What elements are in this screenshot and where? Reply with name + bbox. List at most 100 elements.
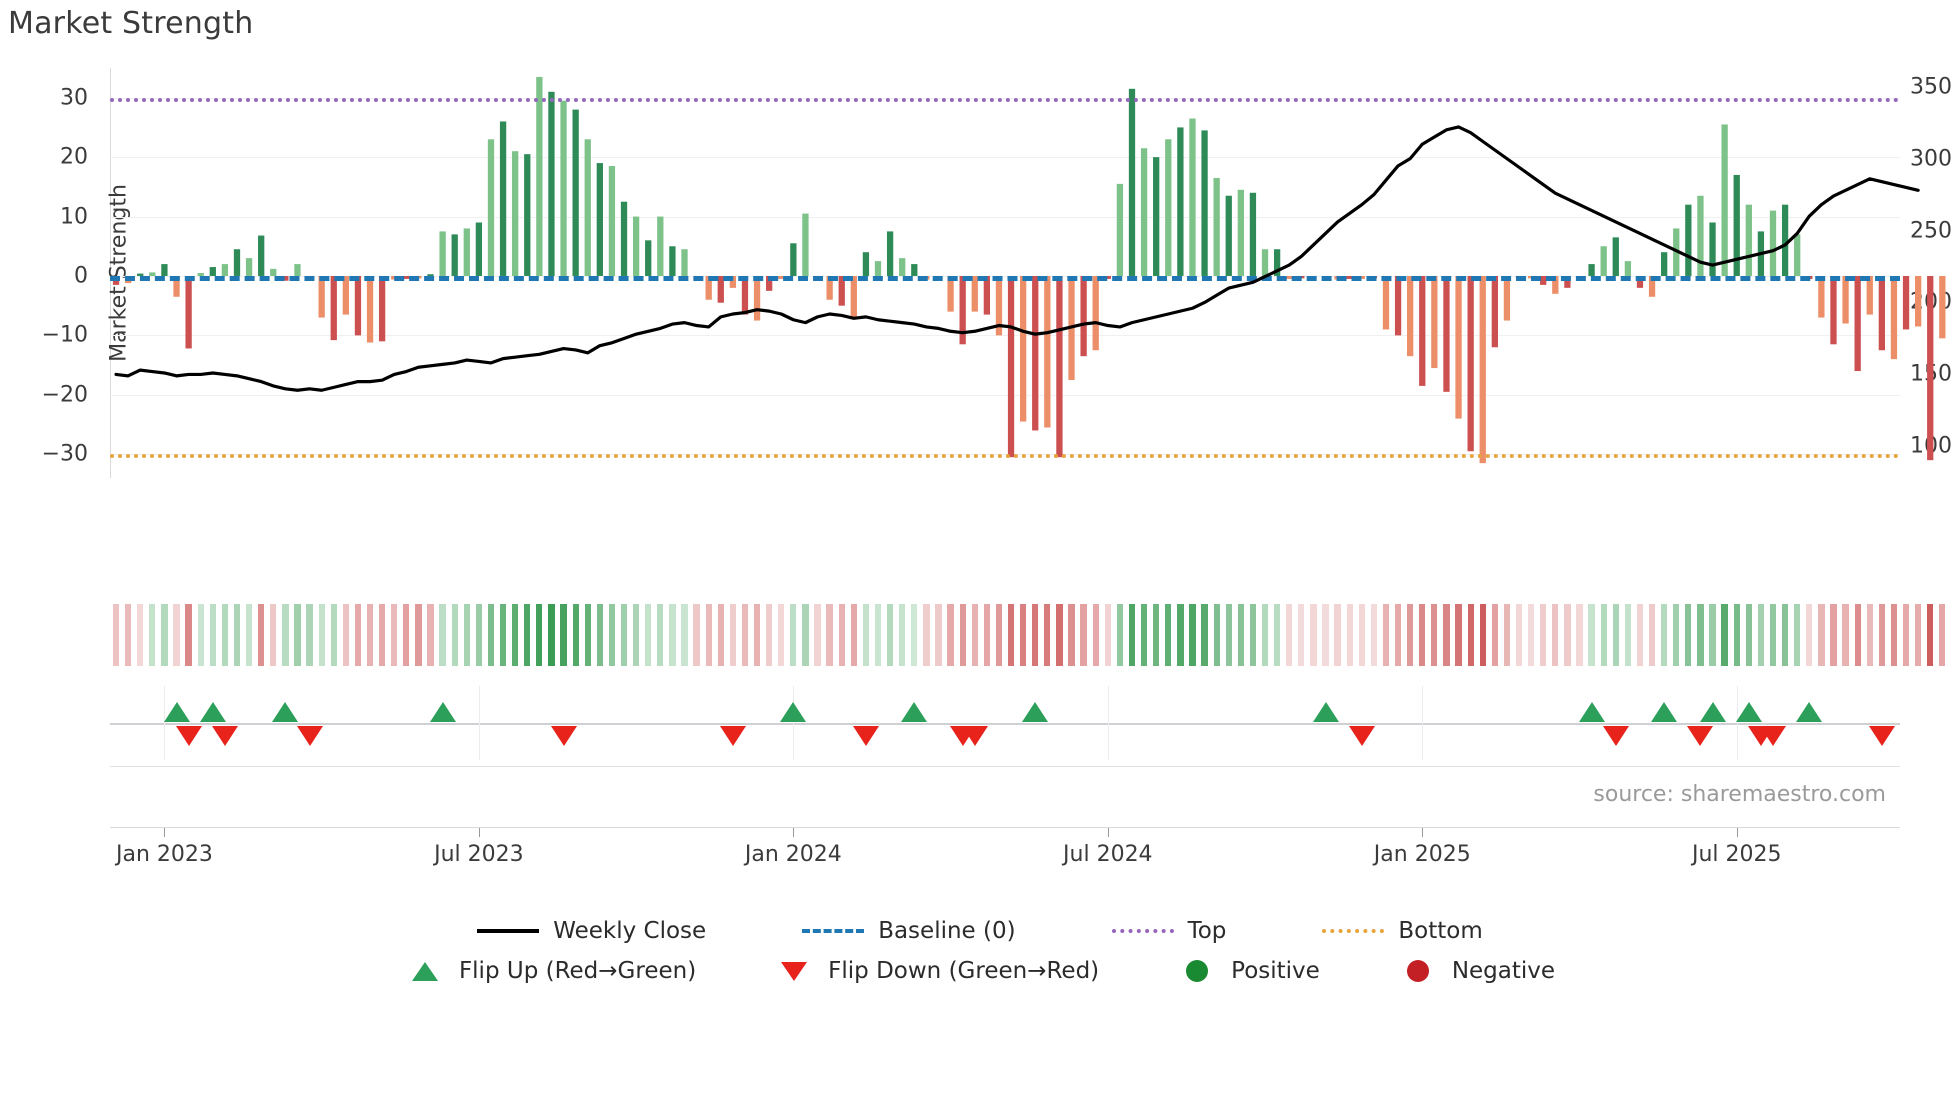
heatmap-cell — [1128, 604, 1136, 666]
x-axis-tick-mark — [1107, 828, 1109, 837]
strength-bar — [451, 234, 458, 276]
heatmap-cell — [1104, 604, 1111, 666]
x-axis: Jan 2023 Jul 2023 Jan 2024 Jul 2024 Jan 2025… — [110, 828, 1900, 878]
heatmap-cell — [1358, 604, 1365, 666]
strength-bar — [1273, 249, 1281, 276]
heatmap-cell — [1370, 604, 1378, 666]
strength-bar — [1624, 261, 1632, 276]
heatmap-cell — [439, 604, 446, 666]
strength-bar — [1927, 275, 1934, 461]
heatmap-cell — [536, 604, 543, 666]
flip-up-marker — [780, 702, 807, 722]
legend-item[interactable]: Flip Down (Green→Red) — [774, 958, 1099, 984]
strength-bar — [1153, 157, 1160, 276]
strength-bar — [1721, 124, 1728, 276]
strength-bar — [1056, 275, 1063, 458]
heatmap-cell — [342, 604, 349, 666]
heatmap-cell — [802, 604, 809, 666]
strength-bar — [1781, 204, 1789, 276]
heatmap-cell — [499, 604, 507, 666]
heatmap-cell — [1455, 604, 1462, 666]
legend-label: Flip Up (Red→Green) — [458, 958, 697, 984]
legend-item[interactable]: Bottom — [1322, 918, 1483, 944]
strength-bar — [1842, 275, 1849, 324]
heatmap-cell — [1286, 604, 1293, 666]
heatmap-cell — [1080, 604, 1087, 666]
flip-up-marker — [272, 702, 299, 722]
strength-bar — [584, 139, 591, 276]
strength-bar — [1116, 183, 1124, 276]
heatmap-cell — [1177, 604, 1184, 666]
flip-down-marker — [852, 726, 879, 746]
flip-down-marker — [211, 726, 238, 746]
legend-item[interactable]: Top — [1111, 918, 1226, 944]
legend-dashed-line-icon — [802, 920, 865, 942]
strength-bar — [572, 109, 579, 276]
strength-bar — [1455, 275, 1462, 419]
flip-markers-panel — [110, 686, 1900, 760]
legend-triangle-down-icon — [774, 960, 814, 982]
flip-up-marker — [1578, 702, 1605, 722]
legend-item[interactable]: Baseline (0) — [802, 918, 1016, 944]
heatmap-cell — [1237, 604, 1244, 666]
heatmap-cell — [669, 604, 676, 666]
strength-bar — [560, 100, 567, 276]
strength-bar — [1213, 177, 1220, 276]
y-axis-left-tick: −30 — [41, 441, 88, 467]
reference-line-top — [110, 97, 1900, 102]
heatmap-cell — [1685, 604, 1692, 666]
source-panel: source: sharemaestro.com — [110, 766, 1900, 828]
strength-bar — [197, 273, 204, 276]
strength-bar — [1443, 275, 1450, 392]
strength-bar — [548, 91, 555, 276]
strength-bar — [233, 249, 241, 276]
heatmap-cell — [245, 604, 253, 666]
heatmap-cell — [1068, 604, 1075, 666]
heatmap-cell — [1564, 604, 1571, 666]
legend-item[interactable]: Negative — [1398, 958, 1555, 984]
heatmap-cell — [753, 604, 761, 666]
legend-item[interactable]: Positive — [1177, 958, 1320, 984]
page-title: Market Strength — [8, 6, 254, 41]
heatmap-cell — [1624, 604, 1631, 666]
heatmap-cell — [1419, 604, 1426, 666]
strength-bar — [354, 275, 362, 336]
heatmap-cell — [451, 604, 458, 666]
strength-bar — [1697, 195, 1704, 276]
strength-bar — [499, 121, 507, 276]
heatmap-cell — [790, 604, 797, 666]
flip-up-marker — [1312, 702, 1339, 722]
heatmap-cell — [1866, 604, 1873, 666]
strength-bar — [874, 261, 882, 276]
strength-bar — [318, 275, 325, 318]
strength-bar — [1032, 275, 1039, 431]
heatmap-cell — [185, 604, 192, 666]
heatmap-cell — [766, 604, 773, 666]
strength-bar — [524, 154, 531, 276]
chart-legend: Weekly Close Baseline (0) Top Bottom Flip U… — [0, 918, 1960, 984]
legend-item[interactable]: Weekly Close — [477, 918, 706, 944]
legend-solid-line-icon — [477, 920, 540, 942]
strength-bar — [838, 275, 845, 306]
strength-bar — [1249, 192, 1257, 276]
strength-bar — [1189, 118, 1196, 276]
heatmap-cell — [645, 604, 652, 666]
x-axis-tick-label: Jul 2024 — [1063, 842, 1153, 867]
y-axis-left-tick: 30 — [60, 85, 88, 111]
heatmap-cell — [1443, 604, 1450, 666]
strength-bar — [899, 258, 906, 276]
strength-bar — [995, 275, 1003, 336]
x-axis-tick-mark — [1736, 828, 1738, 837]
strength-bar — [850, 275, 857, 318]
heatmap-cell — [1092, 604, 1099, 666]
strength-bar — [1866, 275, 1873, 315]
heatmap-cell — [1153, 604, 1160, 666]
strength-bar — [1902, 275, 1910, 330]
heatmap-cell — [1781, 604, 1789, 666]
flip-panel-vertical-gridline — [478, 686, 480, 760]
heatmap-cell — [693, 604, 700, 666]
strength-bar — [1600, 246, 1607, 276]
strength-bar — [1648, 275, 1656, 297]
legend-item[interactable]: Flip Up (Red→Green) — [405, 958, 696, 984]
left-axis-spine — [110, 68, 111, 478]
